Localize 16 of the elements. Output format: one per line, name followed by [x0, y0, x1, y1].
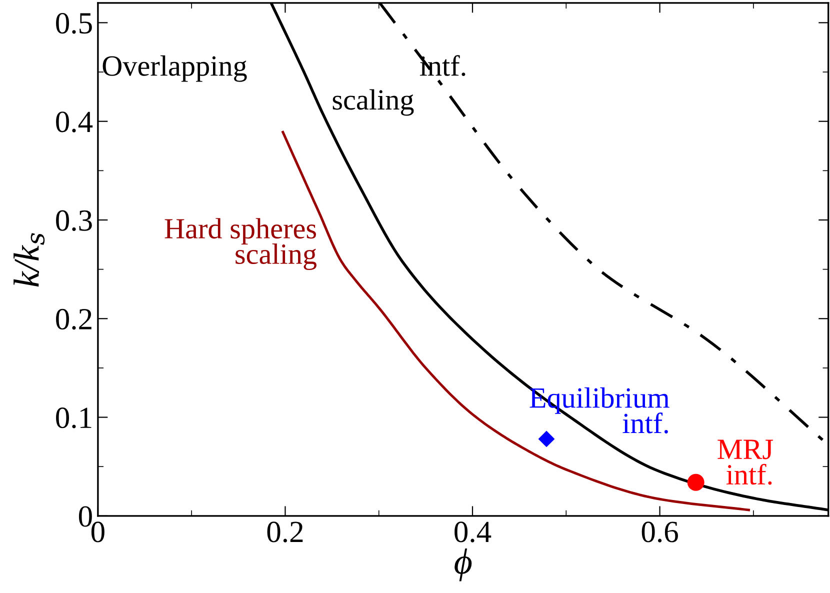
annotation: scaling — [332, 89, 414, 116]
y-tick-label: 0.4 — [56, 112, 93, 132]
y-axis-title: k/k$_{s}$ — [14, 233, 45, 287]
annotation: MRJ intf. — [718, 440, 773, 485]
annotation: intf. — [420, 55, 466, 76]
y-tick-label: 0 — [78, 506, 92, 527]
x-tick-label: 0.6 — [642, 522, 678, 542]
y-tick-label: 0.2 — [56, 308, 92, 330]
annotation: Overlapping — [102, 55, 247, 82]
y-tick-label: 0.5 — [56, 12, 92, 34]
x-tick-label: 0.4 — [454, 522, 492, 542]
y-tick-label: 0.3 — [56, 210, 92, 232]
x-axis-title: ϕ — [454, 548, 472, 582]
annotation: Hard spheres scaling — [164, 218, 316, 270]
y-tick-label: 0.1 — [56, 408, 92, 428]
x-tick-label: 0.2 — [267, 522, 303, 542]
